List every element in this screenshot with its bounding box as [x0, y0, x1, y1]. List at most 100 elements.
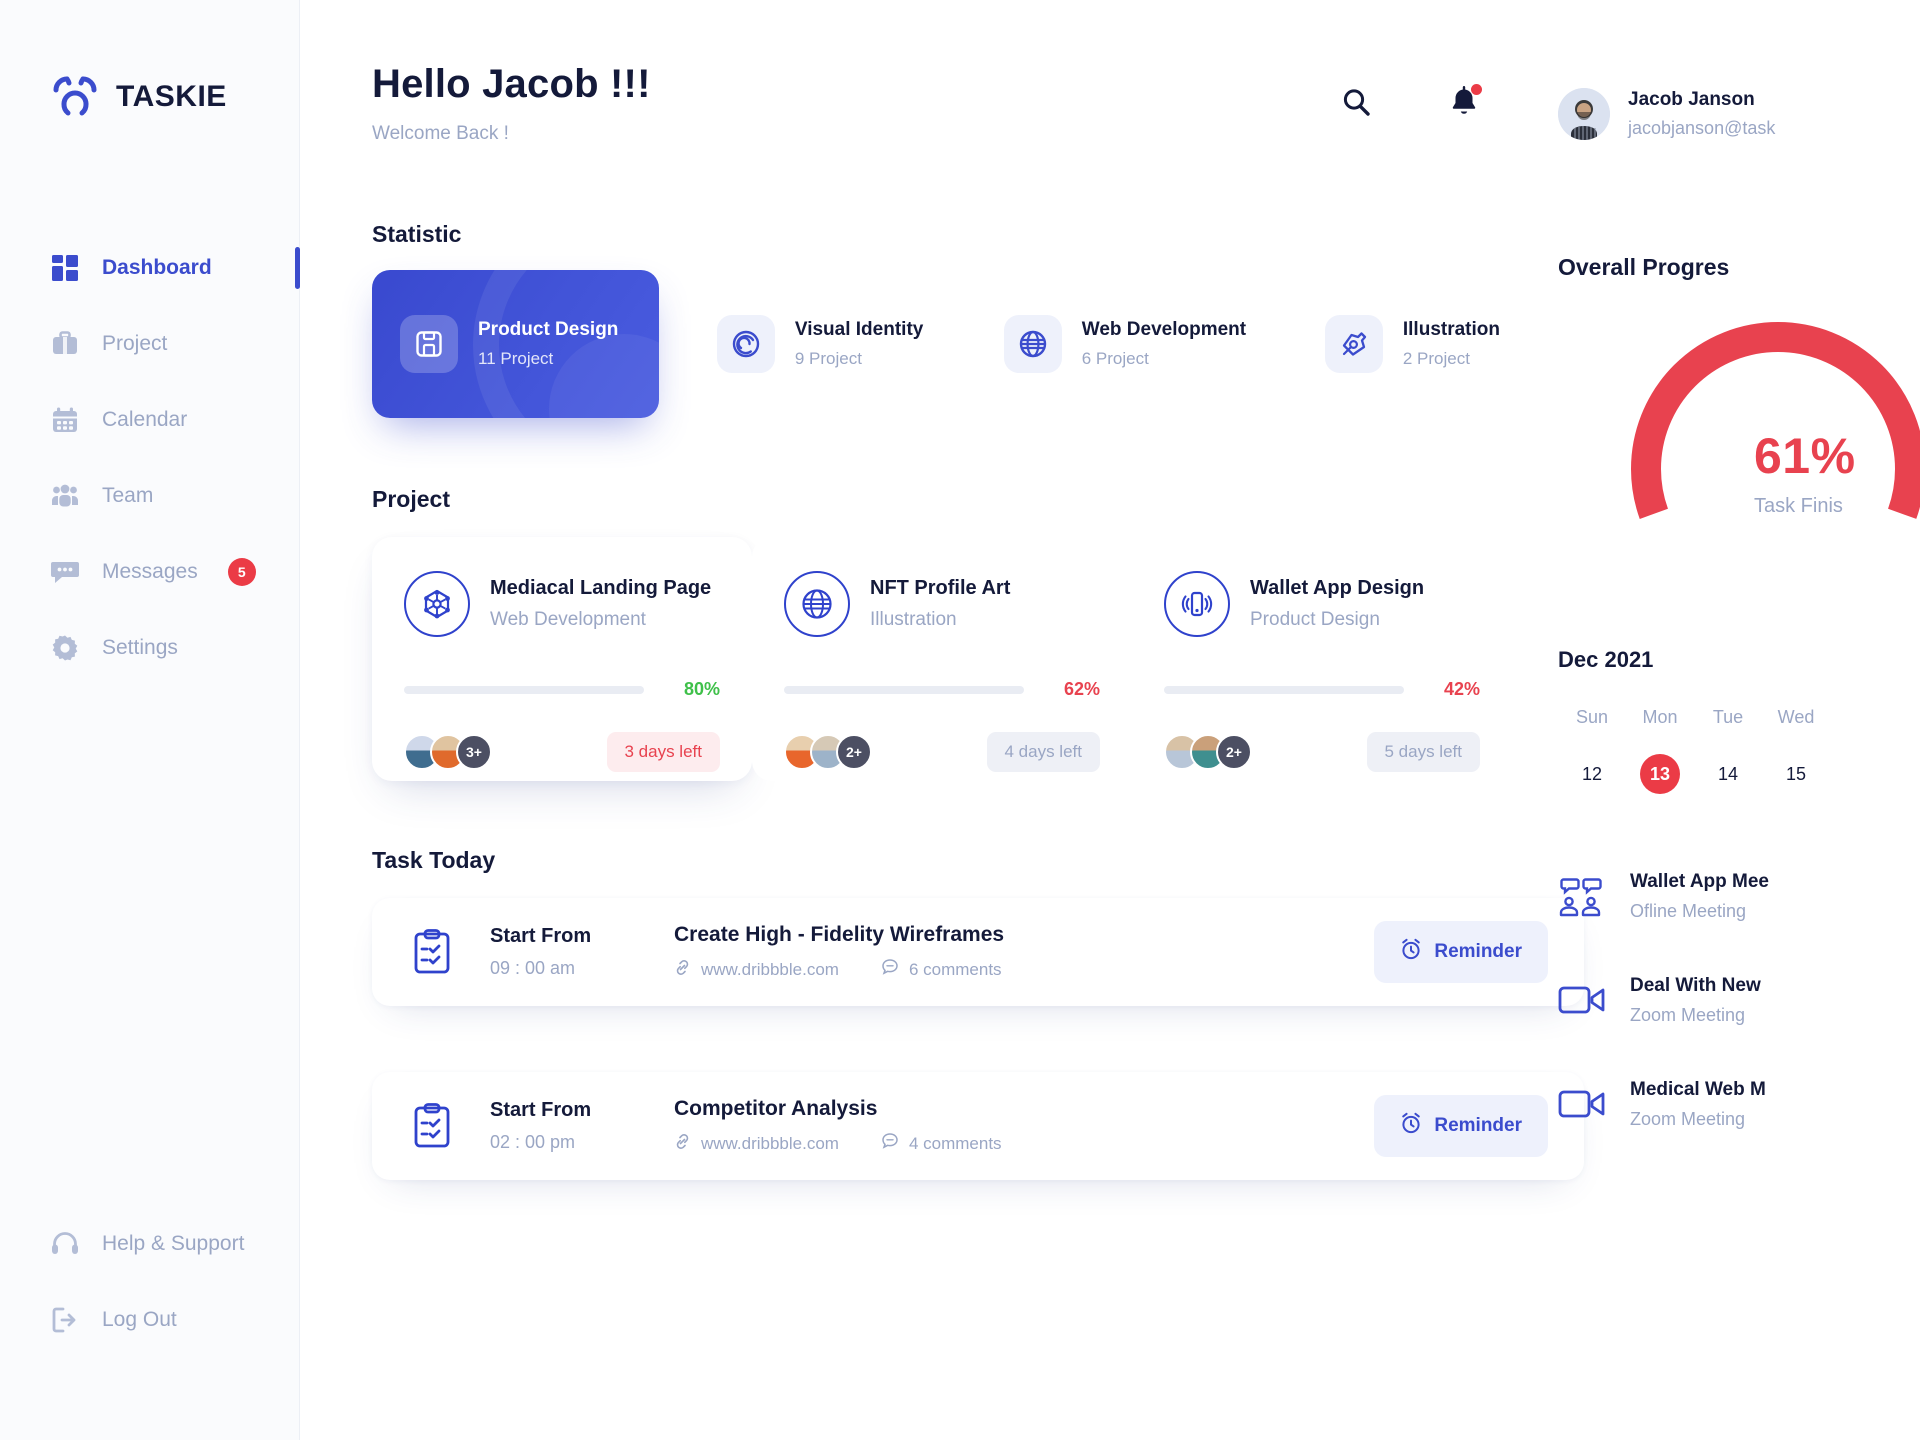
- pen-nib-icon: [1324, 315, 1383, 373]
- sidebar-item-label: Log Out: [102, 1308, 177, 1331]
- reminder-button[interactable]: Reminder: [1374, 921, 1548, 983]
- main-content: Hello Jacob !!! Welcome Back !: [300, 0, 1584, 1440]
- project-card-header: Wallet App Design Product Design: [1164, 571, 1480, 637]
- messages-badge: 5: [227, 558, 256, 586]
- avatar-group: 2+: [1164, 734, 1252, 770]
- gear-icon: [50, 633, 80, 663]
- task-comments-text: 4 comments: [908, 1133, 1002, 1153]
- statistic-title: Statistic: [372, 221, 462, 247]
- sidebar-item-team[interactable]: Team: [0, 458, 299, 534]
- task-start-label: Start From: [490, 925, 592, 947]
- task-comments[interactable]: 6 comments: [881, 958, 1002, 981]
- progress-percent: 62%: [1063, 679, 1100, 699]
- briefcase-icon: [50, 329, 80, 359]
- cube-network-icon: [404, 571, 470, 637]
- calendar-day-sun[interactable]: Sun 12: [1558, 707, 1626, 794]
- task-start-block: Start From 02 : 00 pm: [490, 1099, 670, 1153]
- days-left-badge: 3 days left: [606, 732, 720, 772]
- sidebar-item-project[interactable]: Project: [0, 306, 299, 382]
- project-card-text: Mediacal Landing Page Web Development: [490, 577, 711, 631]
- task-start-time: 02 : 00 pm: [490, 1132, 576, 1152]
- user-email: jacobjanson@task: [1628, 118, 1776, 138]
- page-header: Hello Jacob !!! Welcome Back !: [372, 62, 1500, 145]
- page-subtitle: Welcome Back !: [372, 123, 509, 144]
- video-camera-icon: [1558, 976, 1606, 1024]
- meeting-subtitle: Zoom Meeting: [1630, 1004, 1746, 1025]
- project-card-wallet-app-design[interactable]: Wallet App Design Product Design 42%: [1132, 537, 1512, 781]
- reminder-button-label: Reminder: [1434, 941, 1522, 962]
- calendar-day-mon[interactable]: Mon 13: [1626, 707, 1694, 794]
- calendar-icon: [50, 405, 80, 435]
- task-link[interactable]: www.dribbble.com: [674, 1133, 839, 1155]
- bell-icon[interactable]: [1444, 82, 1484, 122]
- sidebar-item-dashboard[interactable]: Dashboard: [0, 230, 300, 306]
- user-profile[interactable]: Jacob Janson jacobjanson@task: [1558, 88, 1920, 140]
- globe-icon: [784, 571, 850, 637]
- active-indicator: [295, 247, 300, 289]
- sidebar-item-settings[interactable]: Settings: [0, 610, 299, 686]
- calendar-date: 12: [1558, 754, 1626, 794]
- header-actions: [1336, 62, 1500, 122]
- save-disk-icon: [400, 315, 458, 373]
- statistic-card-visual-identity[interactable]: Visual Identity 9 Project: [716, 315, 924, 373]
- globe-icon: [1003, 315, 1062, 373]
- task-today-section: Task Today Start From 09 : 00 am Create …: [372, 847, 1584, 1180]
- meeting-subtitle: Zoom Meeting: [1630, 1108, 1746, 1129]
- sidebar-item-help-support[interactable]: Help & Support: [0, 1206, 299, 1282]
- project-card-text: Wallet App Design Product Design: [1250, 577, 1424, 631]
- project-progress-row: 80%: [404, 679, 720, 700]
- task-detail-block: Create High - Fidelity Wireframes www.dr…: [674, 923, 1004, 981]
- page-title: Hello Jacob !!!: [372, 62, 651, 106]
- clipboard-check-icon: [410, 1100, 454, 1152]
- reminder-button[interactable]: Reminder: [1374, 1095, 1548, 1157]
- statistic-card-count: 6 Project: [1081, 349, 1149, 368]
- project-card-footer: 3+ 3 days left: [404, 732, 720, 772]
- task-link[interactable]: www.dribbble.com: [674, 959, 839, 981]
- statistic-card-product-design[interactable]: Product Design 11 Project: [372, 270, 659, 418]
- overall-progress-caption: Task Finis: [1754, 495, 1843, 517]
- meeting-item-wallet-app[interactable]: Wallet App Mee Ofline Meeting: [1558, 866, 1920, 926]
- task-comments[interactable]: 4 comments: [881, 1132, 1002, 1155]
- brand-logo[interactable]: TASKIE: [0, 62, 299, 132]
- overall-progress-chart: 61% Task Finis: [1558, 315, 1920, 631]
- statistic-card-name: Visual Identity: [794, 319, 924, 340]
- right-panel: Jacob Janson jacobjanson@task Overall Pr…: [1500, 0, 1920, 1440]
- headset-icon: [50, 1229, 80, 1259]
- project-card-footer: 2+ 5 days left: [1164, 732, 1480, 772]
- meeting-subtitle: Ofline Meeting: [1630, 900, 1747, 921]
- sidebar-item-logout[interactable]: Log Out: [0, 1282, 299, 1358]
- calendar-day-tue[interactable]: Tue 14: [1694, 707, 1762, 794]
- sidebar-item-calendar[interactable]: Calendar: [0, 382, 299, 458]
- meeting-text: Deal With New Zoom Meeting: [1630, 975, 1761, 1026]
- project-card-medical-landing-page[interactable]: Mediacal Landing Page Web Development 80…: [372, 537, 752, 781]
- meeting-title: Medical Web M: [1630, 1078, 1766, 1100]
- task-row[interactable]: Start From 02 : 00 pm Competitor Analysi…: [372, 1072, 1584, 1180]
- meeting-item-medical-web[interactable]: Medical Web M Zoom Meeting: [1558, 1074, 1920, 1134]
- calendar-day-wed[interactable]: Wed 15: [1762, 707, 1830, 794]
- statistic-card-web-development[interactable]: Web Development 6 Project: [1003, 315, 1246, 373]
- donut-center-label: 61% Task Finis: [1754, 427, 1856, 518]
- sidebar-item-messages[interactable]: Messages 5: [0, 534, 299, 610]
- video-camera-icon: [1558, 1080, 1606, 1128]
- alarm-clock-icon: [1400, 938, 1422, 966]
- calendar-date: 14: [1694, 754, 1762, 794]
- calendar-date-today: 13: [1626, 754, 1694, 794]
- meeting-item-deal-with-new[interactable]: Deal With New Zoom Meeting: [1558, 970, 1920, 1030]
- statistic-card-text: Web Development 6 Project: [1082, 319, 1246, 369]
- avatar-group: 3+: [404, 734, 492, 770]
- project-card-header: NFT Profile Art Illustration: [784, 571, 1100, 637]
- link-icon: [674, 1133, 691, 1155]
- meeting-title: Wallet App Mee: [1630, 870, 1769, 892]
- project-card-row: Mediacal Landing Page Web Development 80…: [372, 537, 1512, 781]
- task-link-text: www.dribbble.com: [701, 1133, 839, 1153]
- project-card-nft-profile-art[interactable]: NFT Profile Art Illustration 62%: [752, 537, 1132, 781]
- people-icon: [50, 481, 80, 511]
- statistic-card-count: 11 Project: [478, 349, 554, 368]
- reminder-button-label: Reminder: [1434, 1115, 1522, 1136]
- statistic-card-count: 9 Project: [794, 349, 862, 368]
- statistic-card-illustration[interactable]: Illustration 2 Project: [1324, 315, 1500, 373]
- search-icon[interactable]: [1336, 82, 1376, 122]
- project-card-name: NFT Profile Art: [870, 577, 1011, 599]
- task-row[interactable]: Start From 09 : 00 am Create High - Fide…: [372, 898, 1584, 1006]
